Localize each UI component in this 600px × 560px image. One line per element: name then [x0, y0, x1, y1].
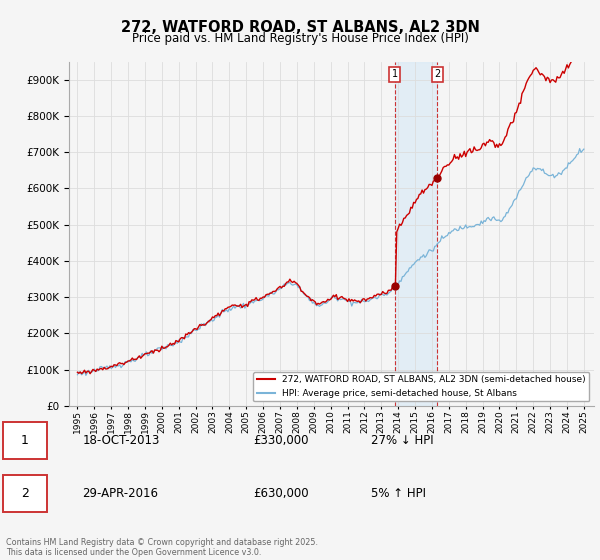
FancyBboxPatch shape — [3, 422, 47, 459]
Text: Price paid vs. HM Land Registry's House Price Index (HPI): Price paid vs. HM Land Registry's House … — [131, 32, 469, 45]
FancyBboxPatch shape — [3, 475, 47, 512]
Text: 18-OCT-2013: 18-OCT-2013 — [82, 435, 160, 447]
Text: 2: 2 — [434, 69, 440, 80]
Text: 27% ↓ HPI: 27% ↓ HPI — [371, 435, 433, 447]
Text: 1: 1 — [21, 435, 29, 447]
Text: 5% ↑ HPI: 5% ↑ HPI — [371, 487, 425, 500]
Text: 1: 1 — [392, 69, 398, 80]
Bar — [395, 62, 437, 406]
Text: 272, WATFORD ROAD, ST ALBANS, AL2 3DN: 272, WATFORD ROAD, ST ALBANS, AL2 3DN — [121, 20, 479, 35]
Text: Contains HM Land Registry data © Crown copyright and database right 2025.
This d: Contains HM Land Registry data © Crown c… — [6, 538, 318, 557]
Text: £630,000: £630,000 — [253, 487, 308, 500]
Text: 2: 2 — [21, 487, 29, 500]
Legend: 272, WATFORD ROAD, ST ALBANS, AL2 3DN (semi-detached house), HPI: Average price,: 272, WATFORD ROAD, ST ALBANS, AL2 3DN (s… — [253, 372, 589, 402]
Text: 29-APR-2016: 29-APR-2016 — [82, 487, 158, 500]
Text: £330,000: £330,000 — [253, 435, 308, 447]
